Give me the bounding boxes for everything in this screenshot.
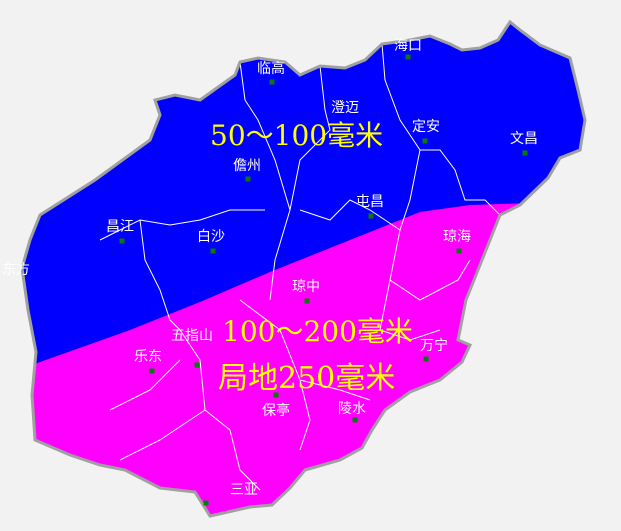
city-label-baoting: 保亭 <box>262 403 290 419</box>
city-dot-dingan <box>422 138 428 144</box>
city-dot-baisha <box>210 248 216 254</box>
city-label-dongfang: 东方 <box>2 262 30 278</box>
city-label-changjiang: 昌江 <box>106 219 134 235</box>
city-dot-baoting <box>273 392 279 398</box>
city-dot-wuzhishan <box>194 362 200 368</box>
city-label-chengmai: 澄迈 <box>331 100 359 116</box>
city-label-lingshui: 陵水 <box>338 401 366 417</box>
zone-label-local-250: 局地250毫米 <box>218 361 396 396</box>
city-dot-haikou <box>405 54 411 60</box>
city-dot-wenchang <box>522 150 528 156</box>
city-label-tunchang: 屯昌 <box>356 194 384 210</box>
city-dot-qionghai <box>456 248 462 254</box>
city-label-sanya: 三亚 <box>230 482 258 498</box>
county-boundaries <box>99 43 501 491</box>
city-label-danzhou: 儋州 <box>233 158 261 174</box>
city-dot-ledong <box>149 368 155 374</box>
city-label-dingan: 定安 <box>412 119 440 135</box>
city-dot-qiongzhong <box>304 298 310 304</box>
city-label-haikou: 海口 <box>394 38 422 54</box>
city-dot-lingao <box>269 79 275 85</box>
city-dot-tunchang <box>368 213 374 219</box>
city-dot-wanning <box>423 356 429 362</box>
city-label-wenchang: 文昌 <box>510 131 538 147</box>
zone-label-50-100: 50～100毫米 <box>210 119 384 152</box>
city-label-wanning: 万宁 <box>420 338 448 354</box>
city-label-qiongzhong: 琼中 <box>292 279 320 295</box>
city-label-lingao: 临高 <box>257 61 285 77</box>
zone-label-100-200: 100～200毫米 <box>222 315 413 348</box>
city-label-qionghai: 琼海 <box>443 229 471 245</box>
city-dot-sanya <box>203 500 209 506</box>
city-label-wuzhishan: 五指山 <box>171 328 213 344</box>
city-label-baisha: 白沙 <box>197 229 225 245</box>
city-dot-danzhou <box>245 176 251 182</box>
city-label-ledong: 乐东 <box>134 349 162 365</box>
city-dot-lingshui <box>352 417 358 423</box>
city-dot-changjiang <box>119 238 125 244</box>
